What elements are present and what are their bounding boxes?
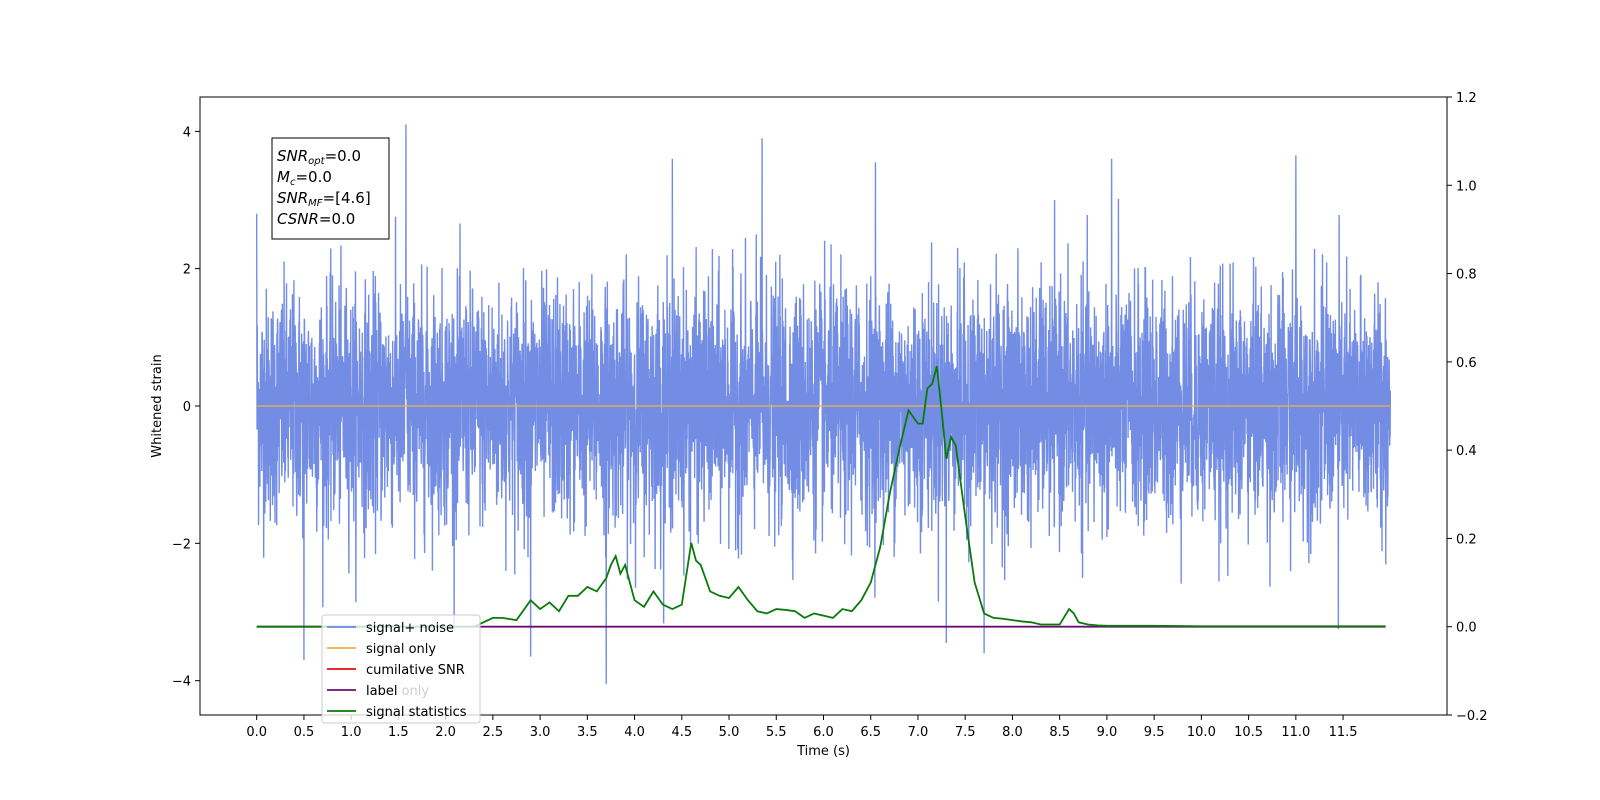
x-tick-label: 7.0 <box>908 725 929 740</box>
x-tick-label: 1.0 <box>341 725 362 740</box>
x-tick-label: 2.5 <box>483 725 504 740</box>
y-tick-label-left: −4 <box>172 675 191 690</box>
x-tick-label: 8.0 <box>1002 725 1023 740</box>
annotation-line: SNRopt=0.0 <box>277 147 361 167</box>
y-tick-label-right: −0.2 <box>1456 709 1488 724</box>
x-tick-label: 5.5 <box>766 725 787 740</box>
tick-marks <box>195 96 1452 720</box>
x-tick-label: 9.5 <box>1144 725 1165 740</box>
y-tick-label-left: −2 <box>172 537 191 552</box>
x-tick-label: 4.0 <box>624 725 645 740</box>
x-tick-label: 3.0 <box>530 725 551 740</box>
x-tick-label: 11.5 <box>1329 725 1358 740</box>
x-tick-label: 5.0 <box>719 725 740 740</box>
x-tick-label: 11.0 <box>1281 725 1310 740</box>
annotation-line: CSNR=0.0 <box>277 210 355 228</box>
x-tick-label: 7.5 <box>955 725 976 740</box>
annotation-line: Mc=0.0 <box>277 168 332 188</box>
x-tick-label: 4.5 <box>671 725 692 740</box>
x-tick-label: 2.0 <box>435 725 456 740</box>
y-tick-label-right: 0.0 <box>1456 621 1477 636</box>
legend-label: label <box>366 684 397 699</box>
x-tick-label: 0.5 <box>294 725 315 740</box>
y-tick-label-right: 0.4 <box>1456 444 1477 459</box>
x-tick-label: 9.0 <box>1097 725 1118 740</box>
x-tick-label: 6.0 <box>813 725 834 740</box>
series-line-signal-statistics <box>256 366 1386 628</box>
legend-label: signal statistics <box>366 705 467 720</box>
legend-label: signal only <box>366 642 436 657</box>
legend-label: signal+ noise <box>366 621 454 636</box>
x-tick-label: 10.0 <box>1187 725 1216 740</box>
plot-area <box>255 124 1392 685</box>
series-line-signal-plus-noise <box>255 124 1392 685</box>
annotation-line: SNRMF=[4.6] <box>277 189 371 209</box>
y-tick-label-left: 2 <box>183 263 191 278</box>
annotation-frame <box>271 137 390 240</box>
y-axis-label-left: Whitened strain <box>150 354 165 457</box>
legend-label: cumilative SNR <box>366 663 465 678</box>
y-tick-label-right: 0.8 <box>1456 268 1477 283</box>
x-tick-label: 0.0 <box>246 725 267 740</box>
y-tick-label-right: 1.0 <box>1456 179 1477 194</box>
x-axis-label: Time (s) <box>796 744 850 759</box>
y-tick-label-right: 0.6 <box>1456 356 1477 371</box>
x-tick-label: 10.5 <box>1234 725 1263 740</box>
x-tick-label: 6.5 <box>860 725 881 740</box>
legend-frame <box>321 614 481 724</box>
y-tick-label-left: 0 <box>183 400 191 415</box>
x-tick-label: 3.5 <box>577 725 598 740</box>
y-tick-label-right: 1.2 <box>1456 91 1477 106</box>
x-tick-label: 1.5 <box>388 725 409 740</box>
y-tick-label-right: 0.2 <box>1456 532 1477 547</box>
x-tick-label: 8.5 <box>1049 725 1070 740</box>
tick-labels: 0.0 0.5 1.0 1.5 2.0 2.5 3.0 3.5 4.0 4.5 5.0 5.5 6.0 6… <box>172 91 1488 740</box>
y-tick-label-left: 4 <box>183 125 191 140</box>
